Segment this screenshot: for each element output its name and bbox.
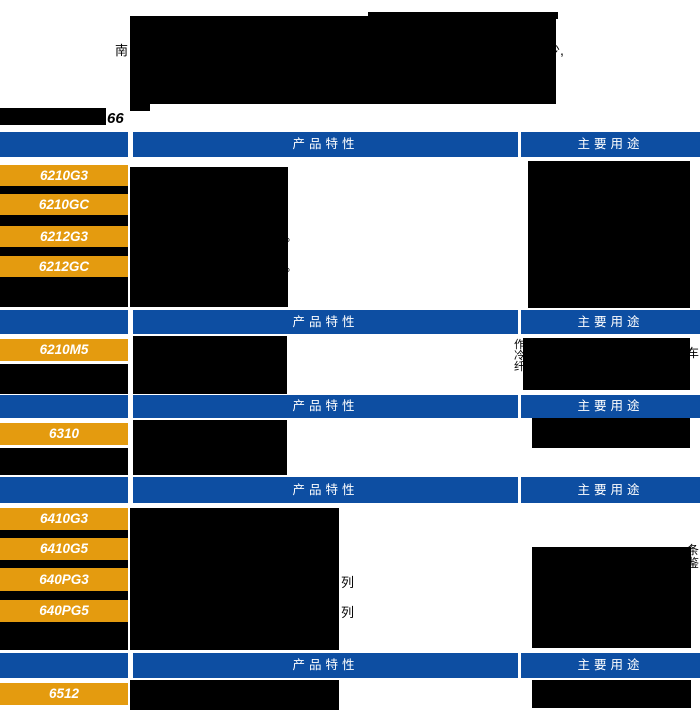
- page-number: 66: [107, 110, 124, 127]
- section-2-header-features: 产品特性: [133, 310, 518, 334]
- section-4-header-uses: 主要用途: [521, 477, 700, 503]
- uses-column-label: 主要用途: [577, 658, 644, 673]
- uses-text-fragment: 作: [514, 339, 525, 351]
- redacted-block: [130, 508, 339, 650]
- section-3-header-product: [0, 395, 128, 418]
- product-code-cell: 6210GC: [0, 194, 128, 215]
- section-1-header-uses: 主要用途: [521, 132, 700, 157]
- redacted-block: [0, 364, 128, 394]
- product-code-cell: 6310: [0, 423, 128, 445]
- redacted-block: [532, 547, 691, 648]
- redacted-block: [133, 420, 287, 475]
- redacted-block: [133, 336, 287, 394]
- section-4-header-product: [0, 477, 128, 503]
- section-4-header-features: 产品特性: [133, 477, 518, 503]
- uses-text-fragment: 车: [687, 346, 700, 360]
- redacted-block: [130, 680, 339, 710]
- product-code-cell: 6210M5: [0, 339, 128, 361]
- redacted-block: [130, 167, 288, 307]
- redacted-block: [0, 108, 106, 125]
- uses-text-fragment: 纤: [514, 361, 525, 373]
- product-code-cell: 640PG3: [0, 568, 128, 591]
- uses-column-label: 主要用途: [577, 137, 644, 152]
- section-3-header-features: 产品特性: [133, 395, 518, 418]
- uses-text-fragment: 冷: [514, 350, 525, 362]
- redacted-block: [528, 161, 690, 308]
- section-2-header-uses: 主要用途: [521, 310, 700, 334]
- redacted-block: [523, 338, 690, 390]
- section-3-header-uses: 主要用途: [521, 395, 700, 418]
- product-code-cell: 6410G3: [0, 508, 128, 530]
- uses-column-label: 主要用途: [577, 314, 644, 329]
- feature-text-fragment: 列: [341, 575, 355, 590]
- section-5-header-features: 产品特性: [133, 653, 518, 678]
- product-code-cell: 6212G3: [0, 226, 128, 247]
- redacted-block: [532, 418, 690, 448]
- features-column-label: 产品特性: [292, 482, 359, 497]
- redacted-block: [130, 104, 150, 111]
- redacted-block: [532, 680, 691, 708]
- product-code-cell: 6212GC: [0, 256, 128, 277]
- section-1-header-features: 产品特性: [133, 132, 518, 157]
- redacted-block: [130, 16, 556, 104]
- uses-column-label: 主要用途: [577, 482, 644, 497]
- product-code-cell: 6410G5: [0, 538, 128, 560]
- features-column-label: 产品特性: [292, 658, 359, 673]
- uses-text-fragment: 鉴: [687, 556, 700, 570]
- section-5-header-uses: 主要用途: [521, 653, 700, 678]
- product-code-cell: 6210G3: [0, 165, 128, 186]
- section-5-header-product: [0, 653, 128, 678]
- top-paragraph-first-char: 南: [115, 43, 129, 58]
- redacted-block: [368, 12, 558, 19]
- features-column-label: 产品特性: [292, 137, 359, 152]
- features-column-label: 产品特性: [292, 399, 359, 414]
- uses-column-label: 主要用途: [577, 399, 644, 414]
- feature-text-fragment: 列: [341, 605, 355, 620]
- product-code-cell: 6512: [0, 683, 128, 705]
- section-2-header-product: [0, 310, 128, 334]
- uses-text-fragment: 条: [687, 543, 700, 557]
- features-column-label: 产品特性: [292, 314, 359, 329]
- product-code-cell: 640PG5: [0, 600, 128, 622]
- section-1-header-product: [0, 132, 128, 157]
- redacted-block: [0, 448, 128, 475]
